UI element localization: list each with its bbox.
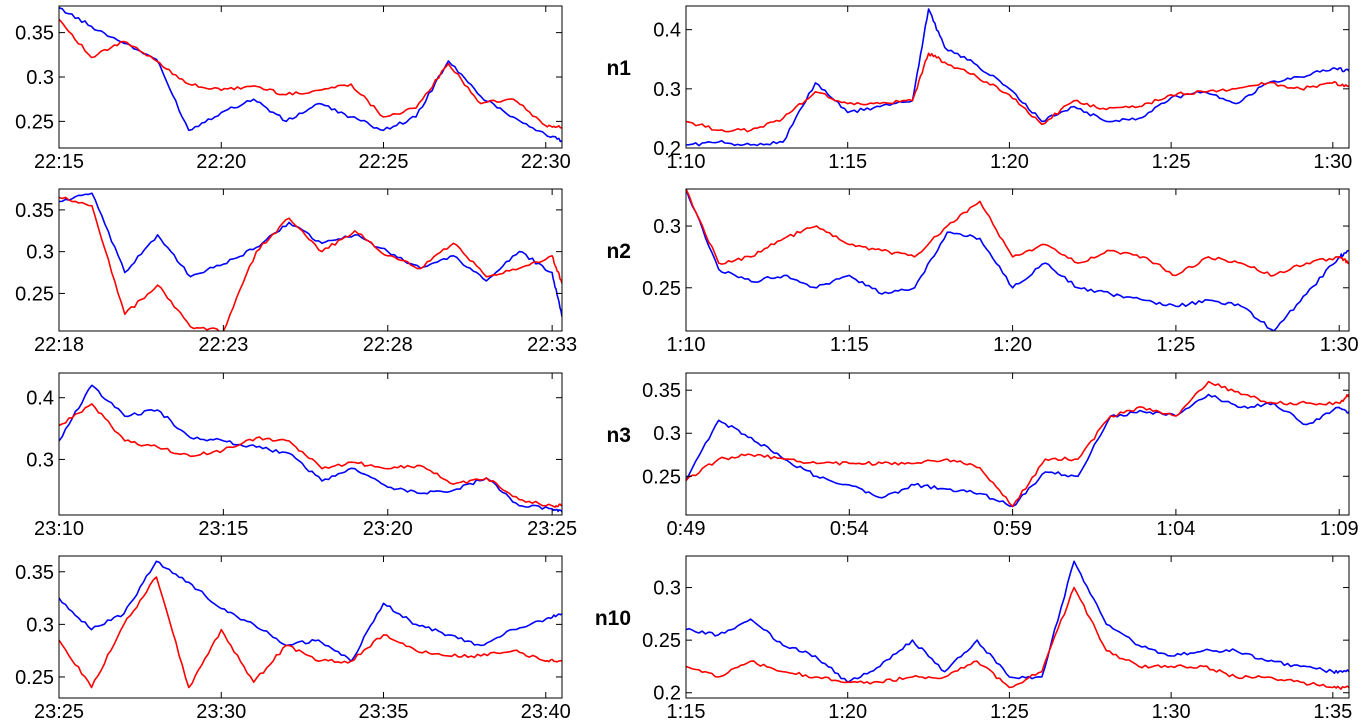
x-tick-label: 23:25 bbox=[527, 518, 577, 540]
x-tick-label: 1:15 bbox=[830, 334, 869, 356]
series-line-2 bbox=[686, 586, 1349, 691]
series-line-1 bbox=[686, 393, 1349, 508]
series-line-1 bbox=[59, 7, 562, 143]
axes-frame bbox=[685, 372, 1350, 516]
series-line-1 bbox=[686, 8, 1349, 147]
x-tick-label: 22:23 bbox=[198, 334, 248, 356]
chart-panel-6: 0:49 0:54 0:59 1:04 1:09 0.25 0.3 0.35 n3 bbox=[606, 372, 1359, 540]
x-tick-label: 1:25 bbox=[1156, 334, 1195, 356]
y-tick-label: 0.4 bbox=[653, 20, 681, 42]
x-tick-label: 22:30 bbox=[521, 151, 571, 173]
y-tick-label: 0.3 bbox=[26, 449, 54, 471]
y-tick-label: 0.2 bbox=[653, 138, 681, 160]
axes-frame bbox=[685, 5, 1350, 149]
y-tick-label: 0.35 bbox=[15, 23, 54, 45]
y-tick-label: 0.3 bbox=[653, 216, 681, 238]
chart-panel-1: 22:15 22:20 22:25 22:30 0.25 0.3 0.35 bbox=[15, 5, 571, 173]
y-tick-label: 0.3 bbox=[26, 67, 54, 89]
x-tick-label: 1:20 bbox=[993, 334, 1032, 356]
x-tick-label: 23:30 bbox=[196, 701, 246, 723]
x-tick-label: 23:40 bbox=[521, 701, 571, 723]
y-tick-label: 0.35 bbox=[642, 380, 681, 402]
x-tick-label: 22:28 bbox=[363, 334, 413, 356]
series-line-2 bbox=[59, 403, 562, 508]
x-tick-label: 1:09 bbox=[1320, 518, 1359, 540]
y-tick-label: 0.35 bbox=[15, 562, 54, 584]
x-tick-label: 1:15 bbox=[667, 701, 706, 723]
series-line-2 bbox=[59, 576, 562, 689]
x-tick-label: 0:49 bbox=[667, 518, 706, 540]
x-tick-label: 22:15 bbox=[34, 151, 84, 173]
y-tick-label: 0.25 bbox=[15, 283, 54, 305]
y-tick-label: 0.3 bbox=[26, 242, 54, 264]
y-tick-label: 0.3 bbox=[653, 79, 681, 101]
chart-panel-7: 23:25 23:30 23:35 23:40 0.25 0.3 0.35 bbox=[15, 555, 571, 723]
x-tick-label: 22:20 bbox=[196, 151, 246, 173]
x-tick-label: 1:20 bbox=[828, 701, 867, 723]
x-tick-label: 1:35 bbox=[1313, 701, 1352, 723]
x-tick-label: 1:15 bbox=[828, 151, 867, 173]
chart-panel-3: 22:18 22:23 22:28 22:33 0.25 0.3 0.35 bbox=[15, 188, 577, 356]
x-tick-label: 1:30 bbox=[1313, 151, 1352, 173]
y-tick-label: 0.3 bbox=[653, 423, 681, 445]
series-line-1 bbox=[59, 384, 562, 513]
axes-frame bbox=[58, 188, 563, 332]
series-line-1 bbox=[59, 192, 562, 317]
chart-panel-5: 23:10 23:15 23:20 23:25 0.3 0.4 bbox=[26, 372, 577, 540]
x-tick-label: 23:35 bbox=[358, 701, 408, 723]
x-tick-label: 1:30 bbox=[1320, 334, 1359, 356]
x-tick-label: 1:25 bbox=[990, 701, 1029, 723]
y-tick-label: 0.4 bbox=[26, 388, 54, 410]
x-tick-label: 23:15 bbox=[198, 518, 248, 540]
x-tick-label: 23:25 bbox=[34, 701, 84, 723]
row-label: n1 bbox=[606, 57, 631, 80]
chart-panel-2: 1:10 1:15 1:20 1:25 1:30 0.2 0.3 0.4 n1 bbox=[606, 5, 1352, 173]
x-tick-label: 1:25 bbox=[1152, 151, 1191, 173]
series-line-2 bbox=[59, 196, 562, 331]
x-tick-label: 22:18 bbox=[34, 334, 84, 356]
series-line-1 bbox=[59, 560, 562, 663]
x-tick-label: 0:54 bbox=[830, 518, 869, 540]
axes-frame bbox=[58, 555, 563, 699]
series-line-1 bbox=[686, 189, 1349, 331]
x-tick-label: 1:10 bbox=[667, 151, 706, 173]
y-tick-label: 0.25 bbox=[642, 466, 681, 488]
y-tick-label: 0.25 bbox=[642, 630, 681, 652]
y-tick-label: 0.35 bbox=[15, 200, 54, 222]
series-line-2 bbox=[59, 18, 562, 129]
series-line-2 bbox=[686, 52, 1349, 133]
x-tick-label: 22:33 bbox=[527, 334, 577, 356]
x-tick-label: 1:30 bbox=[1152, 701, 1191, 723]
x-tick-label: 0:59 bbox=[993, 518, 1032, 540]
x-tick-label: 1:20 bbox=[990, 151, 1029, 173]
chart-panel-4: 1:10 1:15 1:20 1:25 1:30 0.25 0.3 n2 bbox=[606, 188, 1359, 356]
x-tick-label: 1:04 bbox=[1156, 518, 1195, 540]
row-label: n10 bbox=[595, 607, 631, 630]
y-tick-label: 0.2 bbox=[653, 683, 681, 705]
row-label: n3 bbox=[606, 424, 631, 447]
axes-frame bbox=[58, 5, 563, 149]
y-tick-label: 0.25 bbox=[642, 278, 681, 300]
axes-frame bbox=[685, 555, 1350, 699]
series-line-1 bbox=[686, 560, 1349, 684]
axes-frame bbox=[58, 372, 563, 516]
row-label: n2 bbox=[606, 240, 631, 263]
series-line-2 bbox=[686, 189, 1349, 277]
y-tick-label: 0.3 bbox=[653, 578, 681, 600]
axes-frame bbox=[685, 188, 1350, 332]
y-tick-label: 0.3 bbox=[26, 614, 54, 636]
x-tick-label: 23:20 bbox=[363, 518, 413, 540]
chart-panel-8: 1:15 1:20 1:25 1:30 1:35 0.2 0.25 0.3 n10 bbox=[595, 555, 1352, 723]
y-tick-label: 0.25 bbox=[15, 667, 54, 689]
y-tick-label: 0.25 bbox=[15, 111, 54, 133]
x-tick-label: 23:10 bbox=[34, 518, 84, 540]
x-tick-label: 22:25 bbox=[358, 151, 408, 173]
x-tick-label: 1:10 bbox=[667, 334, 706, 356]
series-line-2 bbox=[686, 380, 1349, 508]
